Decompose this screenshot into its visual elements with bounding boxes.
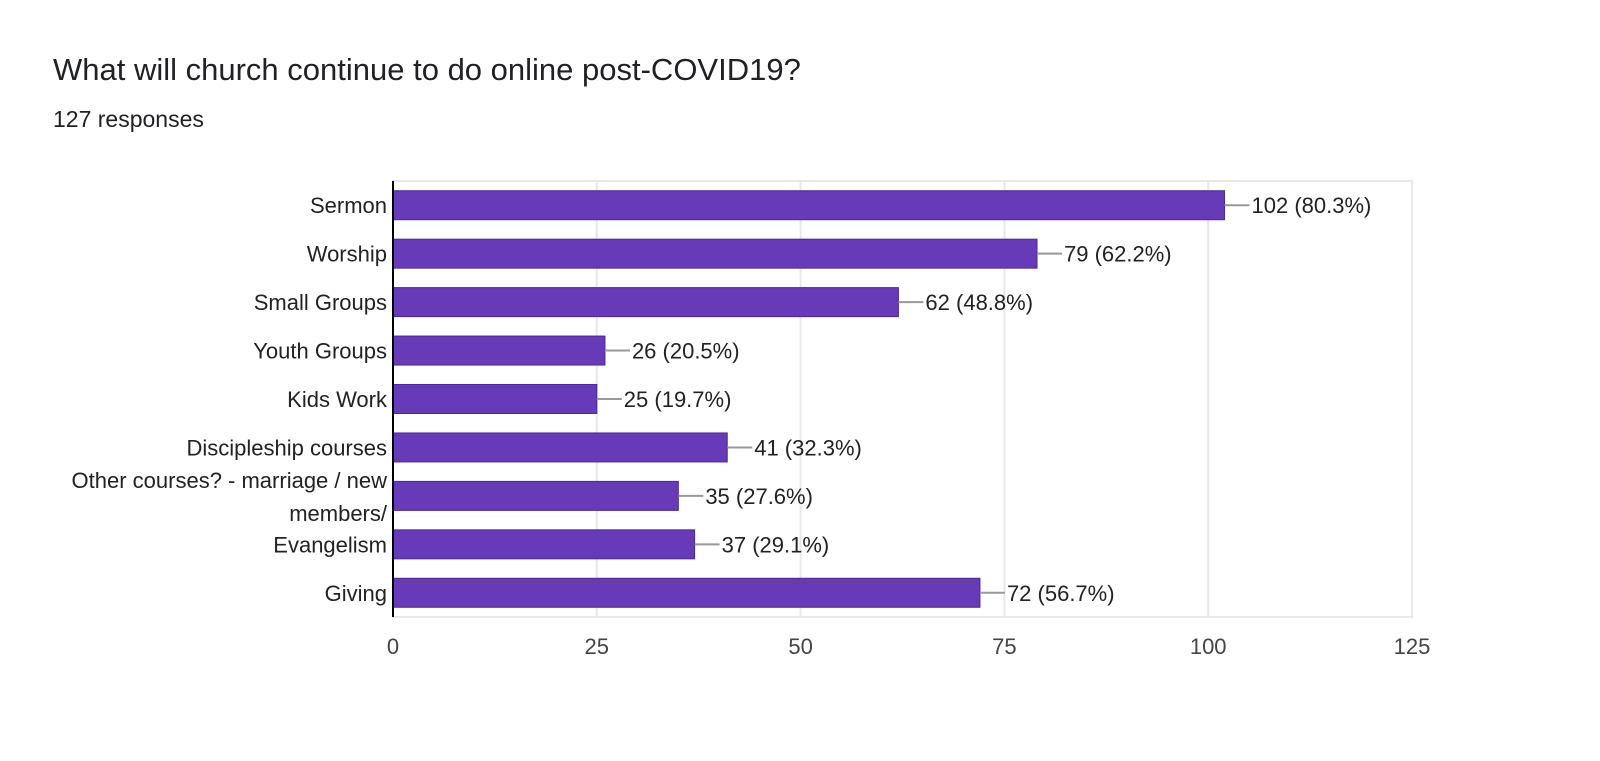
data-label: 102 (80.3%) [1252, 193, 1372, 218]
bar [392, 287, 899, 318]
bar [392, 238, 1038, 269]
category-label: Evangelism [273, 532, 387, 557]
x-tick-label: 50 [788, 634, 812, 659]
data-label: 26 (20.5%) [632, 339, 740, 364]
x-tick-label: 0 [387, 634, 399, 659]
bar [392, 432, 728, 463]
x-tick-label: 75 [992, 634, 1016, 659]
x-tick-label: 125 [1394, 634, 1431, 659]
category-label: Sermon [310, 193, 387, 218]
data-label: 37 (29.1%) [722, 532, 830, 557]
data-label: 79 (62.2%) [1064, 242, 1172, 267]
data-label: 62 (48.8%) [925, 290, 1033, 315]
category-label: Worship [307, 242, 387, 267]
bar [392, 480, 679, 511]
category-label: Other courses? - marriage / new [72, 468, 388, 493]
category-label: Kids Work [287, 387, 388, 412]
bar [392, 335, 606, 366]
chart-title: What will church continue to do online p… [53, 52, 801, 87]
data-label: 72 (56.7%) [1007, 581, 1115, 606]
bar [392, 384, 598, 414]
data-label: 35 (27.6%) [705, 484, 813, 509]
response-count: 127 responses [53, 106, 204, 132]
category-label: members/ [289, 501, 388, 526]
data-label: 41 (32.3%) [754, 435, 862, 460]
x-tick-label: 100 [1190, 634, 1227, 659]
x-tick-label: 25 [585, 634, 609, 659]
category-label: Giving [325, 581, 387, 606]
bar [392, 190, 1226, 221]
category-label: Youth Groups [253, 339, 387, 364]
category-label: Small Groups [254, 290, 387, 315]
data-label: 25 (19.7%) [624, 387, 732, 412]
bar [392, 577, 981, 608]
bar [392, 529, 696, 560]
category-label: Discipleship courses [186, 435, 387, 460]
